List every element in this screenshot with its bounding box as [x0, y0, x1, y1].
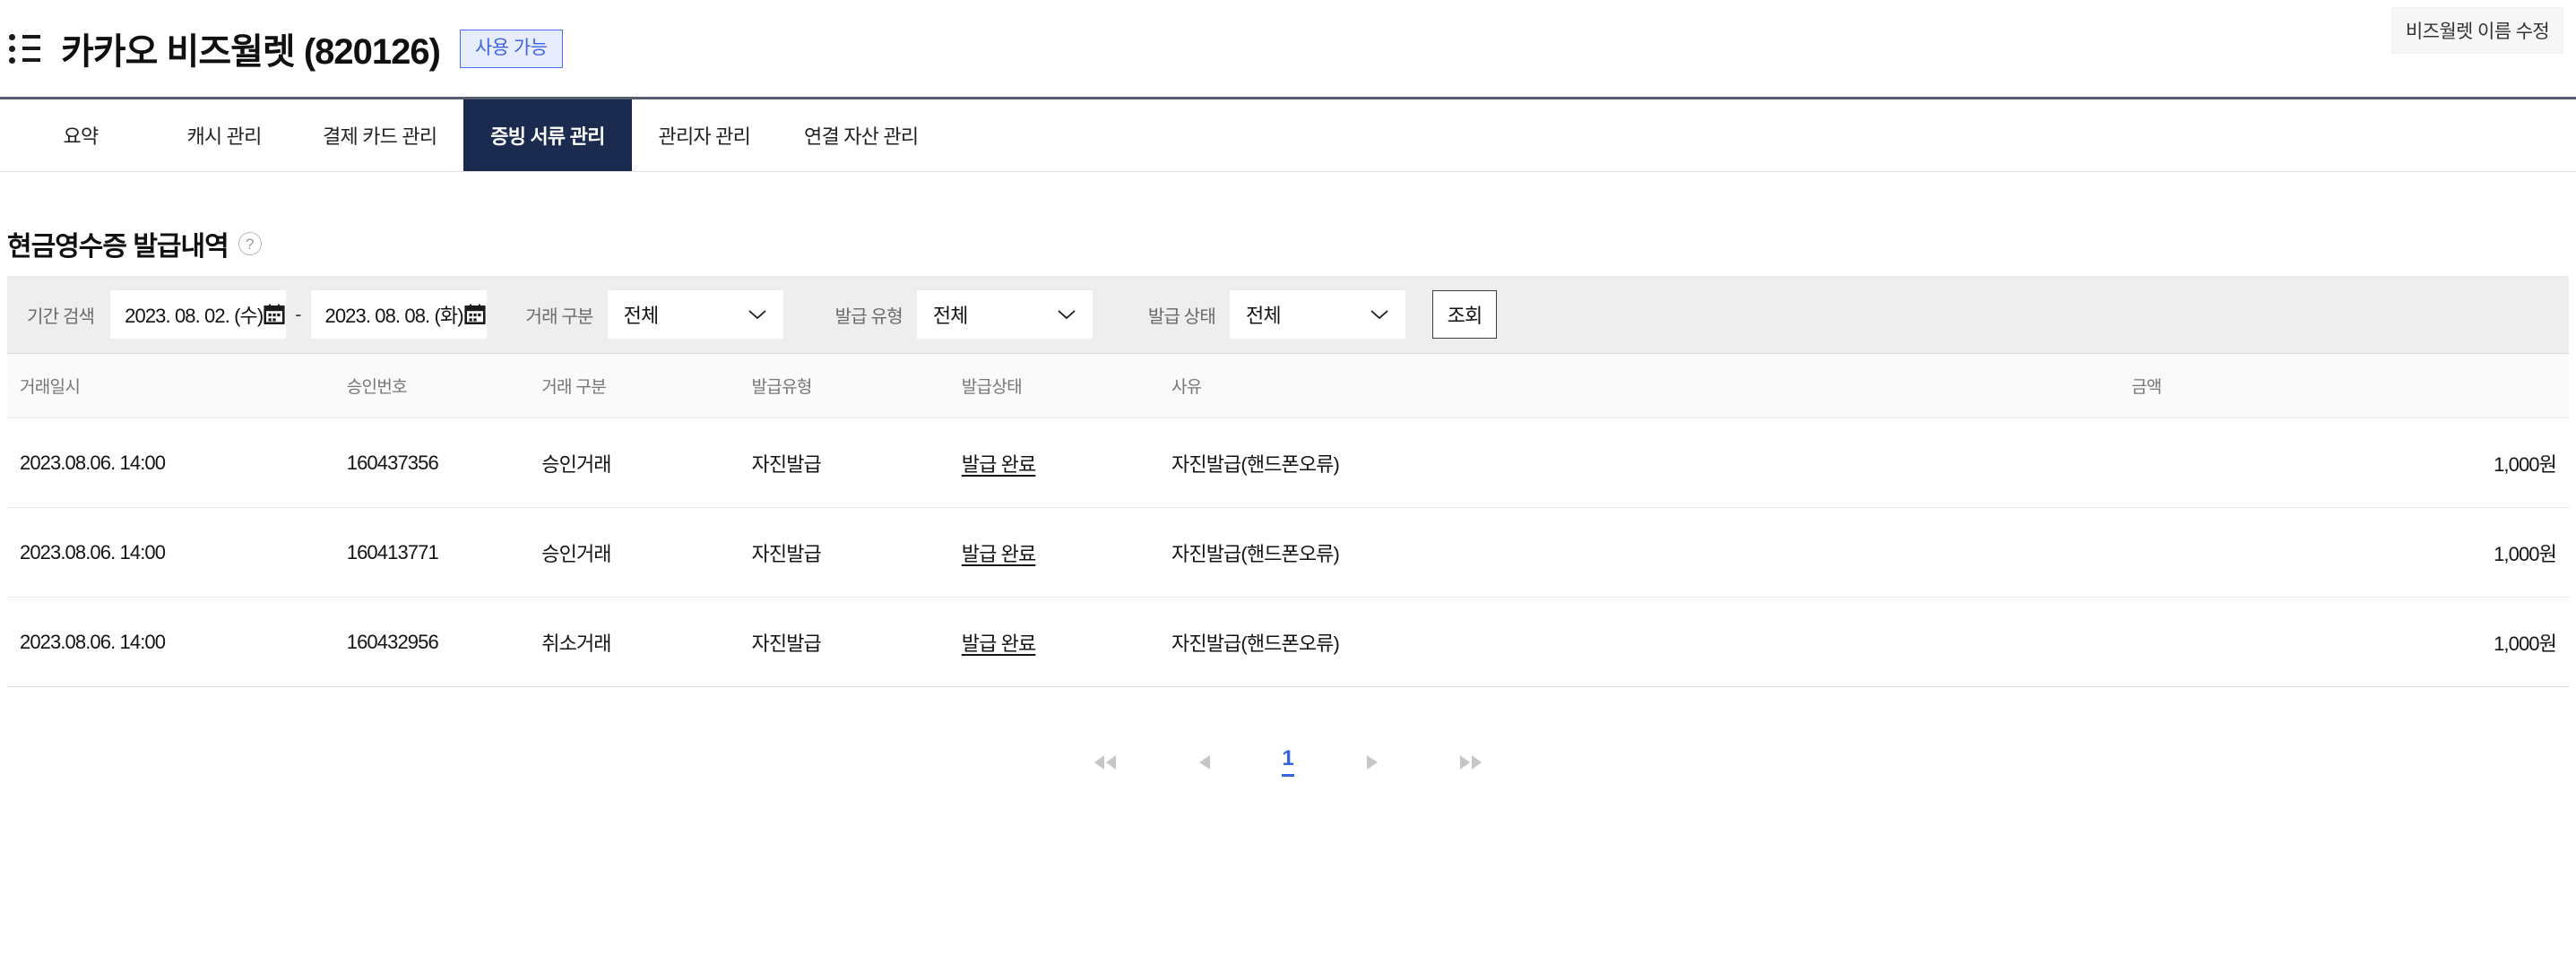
calendar-icon	[264, 304, 285, 325]
chevron-down-icon	[748, 310, 766, 320]
list-icon-bar	[22, 47, 40, 50]
cell-issue-type: 자진발급	[739, 597, 949, 687]
tab-document-management[interactable]: 증빙 서류 관리	[463, 99, 632, 171]
status-badge: 사용 가능	[459, 29, 563, 68]
list-bullet-icon[interactable]	[9, 33, 45, 64]
cell-approval-no: 160432956	[333, 597, 530, 687]
date-to-input[interactable]: 2023. 08. 08. (화)	[310, 290, 487, 339]
issue-status-value: 전체	[1246, 305, 1282, 327]
list-icon-dot	[9, 56, 15, 64]
table-row[interactable]: 2023.08.06. 14:00 160432956 취소거래 자진발급 발급…	[7, 597, 2569, 687]
column-header-amount: 금액	[2118, 353, 2569, 418]
column-header-issue-type: 발급유형	[739, 353, 949, 418]
chevron-left-icon[interactable]	[1183, 745, 1224, 779]
column-header-approval-no: 승인번호	[333, 353, 530, 418]
date-from-value: 2023. 08. 02. (수)	[125, 305, 264, 327]
cell-approval-no: 160413771	[333, 507, 530, 598]
question-mark-icon[interactable]: ?	[238, 232, 262, 255]
issue-status-link[interactable]: 발급 완료	[961, 632, 1036, 655]
page-header: 카카오 비즈월렛 (820126) 사용 가능 비즈월렛 이름 수정	[0, 0, 2576, 97]
cell-trade-type: 승인거래	[529, 507, 739, 598]
tab-cash-management[interactable]: 캐시 관리	[186, 125, 262, 148]
cell-issue-status: 발급 완료	[948, 417, 1160, 508]
cell-date: 2023.08.06. 14:00	[7, 507, 334, 598]
list-icon-dot	[9, 45, 15, 52]
cell-amount: 1,000원	[2118, 417, 2569, 508]
trade-type-select[interactable]: 전체	[607, 290, 783, 339]
page-title: 카카오 비즈월렛 (820126)	[61, 32, 441, 72]
chevron-right-icon[interactable]	[1352, 745, 1393, 779]
search-button[interactable]: 조회	[1432, 290, 1498, 339]
cash-receipt-table: 거래일시 승인번호 거래 구분 발급유형 발급상태 사유 금액 2023.08.…	[7, 353, 2569, 687]
tab-linked-asset-management[interactable]: 연결 자산 관리	[804, 125, 919, 148]
cell-reason: 자진발급(핸드폰오류)	[1159, 597, 2119, 687]
period-search-label: 기간 검색	[27, 306, 95, 327]
list-icon-row	[9, 33, 45, 40]
trade-type-label: 거래 구분	[525, 306, 594, 327]
issue-type-value: 전체	[932, 305, 969, 327]
chevron-down-icon	[1370, 310, 1388, 320]
date-range-separator: -	[295, 303, 302, 325]
double-chevron-left-icon[interactable]	[1085, 745, 1126, 779]
tab-summary[interactable]: 요약	[63, 125, 99, 148]
table-header: 거래일시 승인번호 거래 구분 발급유형 발급상태 사유 금액	[7, 353, 2569, 418]
list-icon-row	[9, 56, 45, 64]
date-from-input[interactable]: 2023. 08. 02. (수)	[110, 290, 287, 339]
cell-amount: 1,000원	[2118, 507, 2569, 598]
pagination: 1	[0, 736, 2576, 789]
section-header: 현금영수증 발급내역 ?	[0, 172, 2576, 265]
cell-reason: 자진발급(핸드폰오류)	[1159, 507, 2119, 598]
cell-reason: 자진발급(핸드폰오류)	[1159, 417, 2119, 508]
cell-trade-type: 승인거래	[529, 417, 739, 508]
list-icon-dot	[9, 33, 15, 40]
column-header-date: 거래일시	[7, 353, 334, 418]
issue-status-label: 발급 상태	[1147, 306, 1216, 327]
column-header-issue-status: 발급상태	[948, 353, 1160, 418]
table-header-row: 거래일시 승인번호 거래 구분 발급유형 발급상태 사유 금액	[7, 353, 2569, 418]
table-row[interactable]: 2023.08.06. 14:00 160413771 승인거래 자진발급 발급…	[7, 507, 2569, 598]
page-number-1[interactable]: 1	[1282, 748, 1294, 777]
cell-issue-type: 자진발급	[739, 417, 949, 508]
cell-issue-status: 발급 완료	[948, 597, 1160, 687]
tab-bar: 요약 캐시 관리 결제 카드 관리 증빙 서류 관리 관리자 관리 연결 자산 …	[0, 97, 2576, 172]
calendar-icon	[464, 304, 486, 325]
tab-admin-management[interactable]: 관리자 관리	[658, 125, 751, 148]
issue-type-select[interactable]: 전체	[916, 290, 1093, 339]
cell-issue-type: 자진발급	[739, 507, 949, 598]
cell-amount: 1,000원	[2118, 597, 2569, 687]
list-icon-row	[9, 45, 45, 52]
cell-issue-status: 발급 완료	[948, 507, 1160, 598]
chevron-down-icon	[1058, 310, 1076, 320]
column-header-trade-type: 거래 구분	[529, 353, 739, 418]
double-chevron-right-icon[interactable]	[1450, 745, 1491, 779]
cell-approval-no: 160437356	[333, 417, 530, 508]
list-icon-bar	[22, 58, 40, 62]
column-header-reason: 사유	[1159, 353, 2119, 418]
cell-trade-type: 취소거래	[529, 597, 739, 687]
table-row[interactable]: 2023.08.06. 14:00 160437356 승인거래 자진발급 발급…	[7, 417, 2569, 508]
rename-wallet-button[interactable]: 비즈월렛 이름 수정	[2391, 7, 2563, 54]
tab-payment-card-management[interactable]: 결제 카드 관리	[323, 125, 437, 148]
issue-status-link[interactable]: 발급 완료	[961, 452, 1036, 476]
page-section-title: 현금영수증 발급내역	[7, 232, 229, 262]
cell-date: 2023.08.06. 14:00	[7, 417, 334, 508]
trade-type-value: 전체	[623, 305, 660, 327]
issue-type-label: 발급 유형	[834, 306, 903, 327]
cell-date: 2023.08.06. 14:00	[7, 597, 334, 687]
issue-status-link[interactable]: 발급 완료	[961, 542, 1036, 565]
filter-bar: 기간 검색 2023. 08. 02. (수) - 2023. 08. 08. …	[7, 276, 2569, 353]
date-to-value: 2023. 08. 08. (화)	[324, 305, 464, 327]
issue-status-select[interactable]: 전체	[1230, 290, 1406, 339]
list-icon-bar	[22, 35, 40, 39]
table-body: 2023.08.06. 14:00 160437356 승인거래 자진발급 발급…	[7, 417, 2569, 687]
